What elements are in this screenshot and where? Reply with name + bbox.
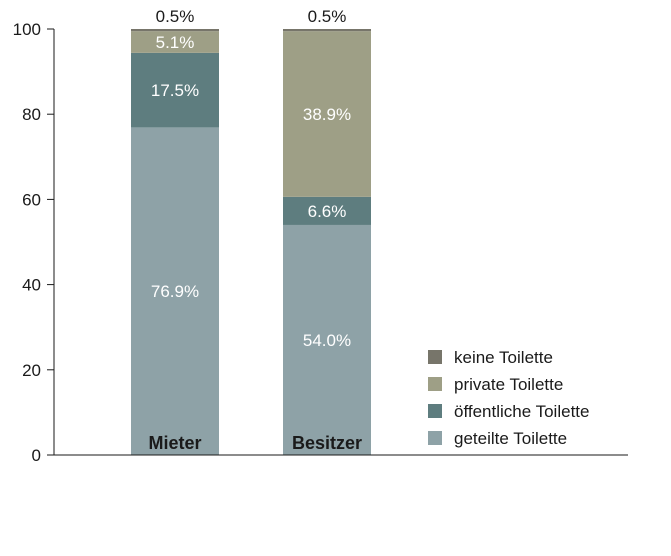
legend-label: keine Toilette [454,348,553,367]
bar-segment [131,127,219,455]
bar-segment [283,29,371,32]
data-label: 54.0% [303,331,351,350]
bar-segment [283,196,371,225]
data-label: 0.5% [156,7,195,26]
bar-segment [283,224,371,455]
legend-label: geteilte Toilette [454,429,567,448]
legend-swatch [428,431,442,445]
y-tick-label: 0 [32,446,41,465]
data-label: 76.9% [151,282,199,301]
data-label: 6.6% [308,202,347,221]
data-label: 17.5% [151,81,199,100]
y-tick-label: 60 [22,190,41,209]
data-label: 5.1% [156,33,195,52]
bar-segment [283,31,371,197]
legend-swatch [428,404,442,418]
y-tick-label: 20 [22,361,41,380]
legend-label: öffentliche Toilette [454,402,589,421]
y-tick-label: 40 [22,276,41,295]
legend-swatch [428,350,442,364]
category-label: Besitzer [292,433,362,453]
category-label: Mieter [148,433,201,453]
y-tick-label: 100 [13,20,41,39]
data-label: 38.9% [303,105,351,124]
y-tick-label: 80 [22,105,41,124]
bar-segment [131,29,219,32]
bar-segment [131,31,219,53]
bar-segment [131,52,219,128]
legend-label: private Toilette [454,375,563,394]
data-label: 0.5% [308,7,347,26]
legend-swatch [428,377,442,391]
